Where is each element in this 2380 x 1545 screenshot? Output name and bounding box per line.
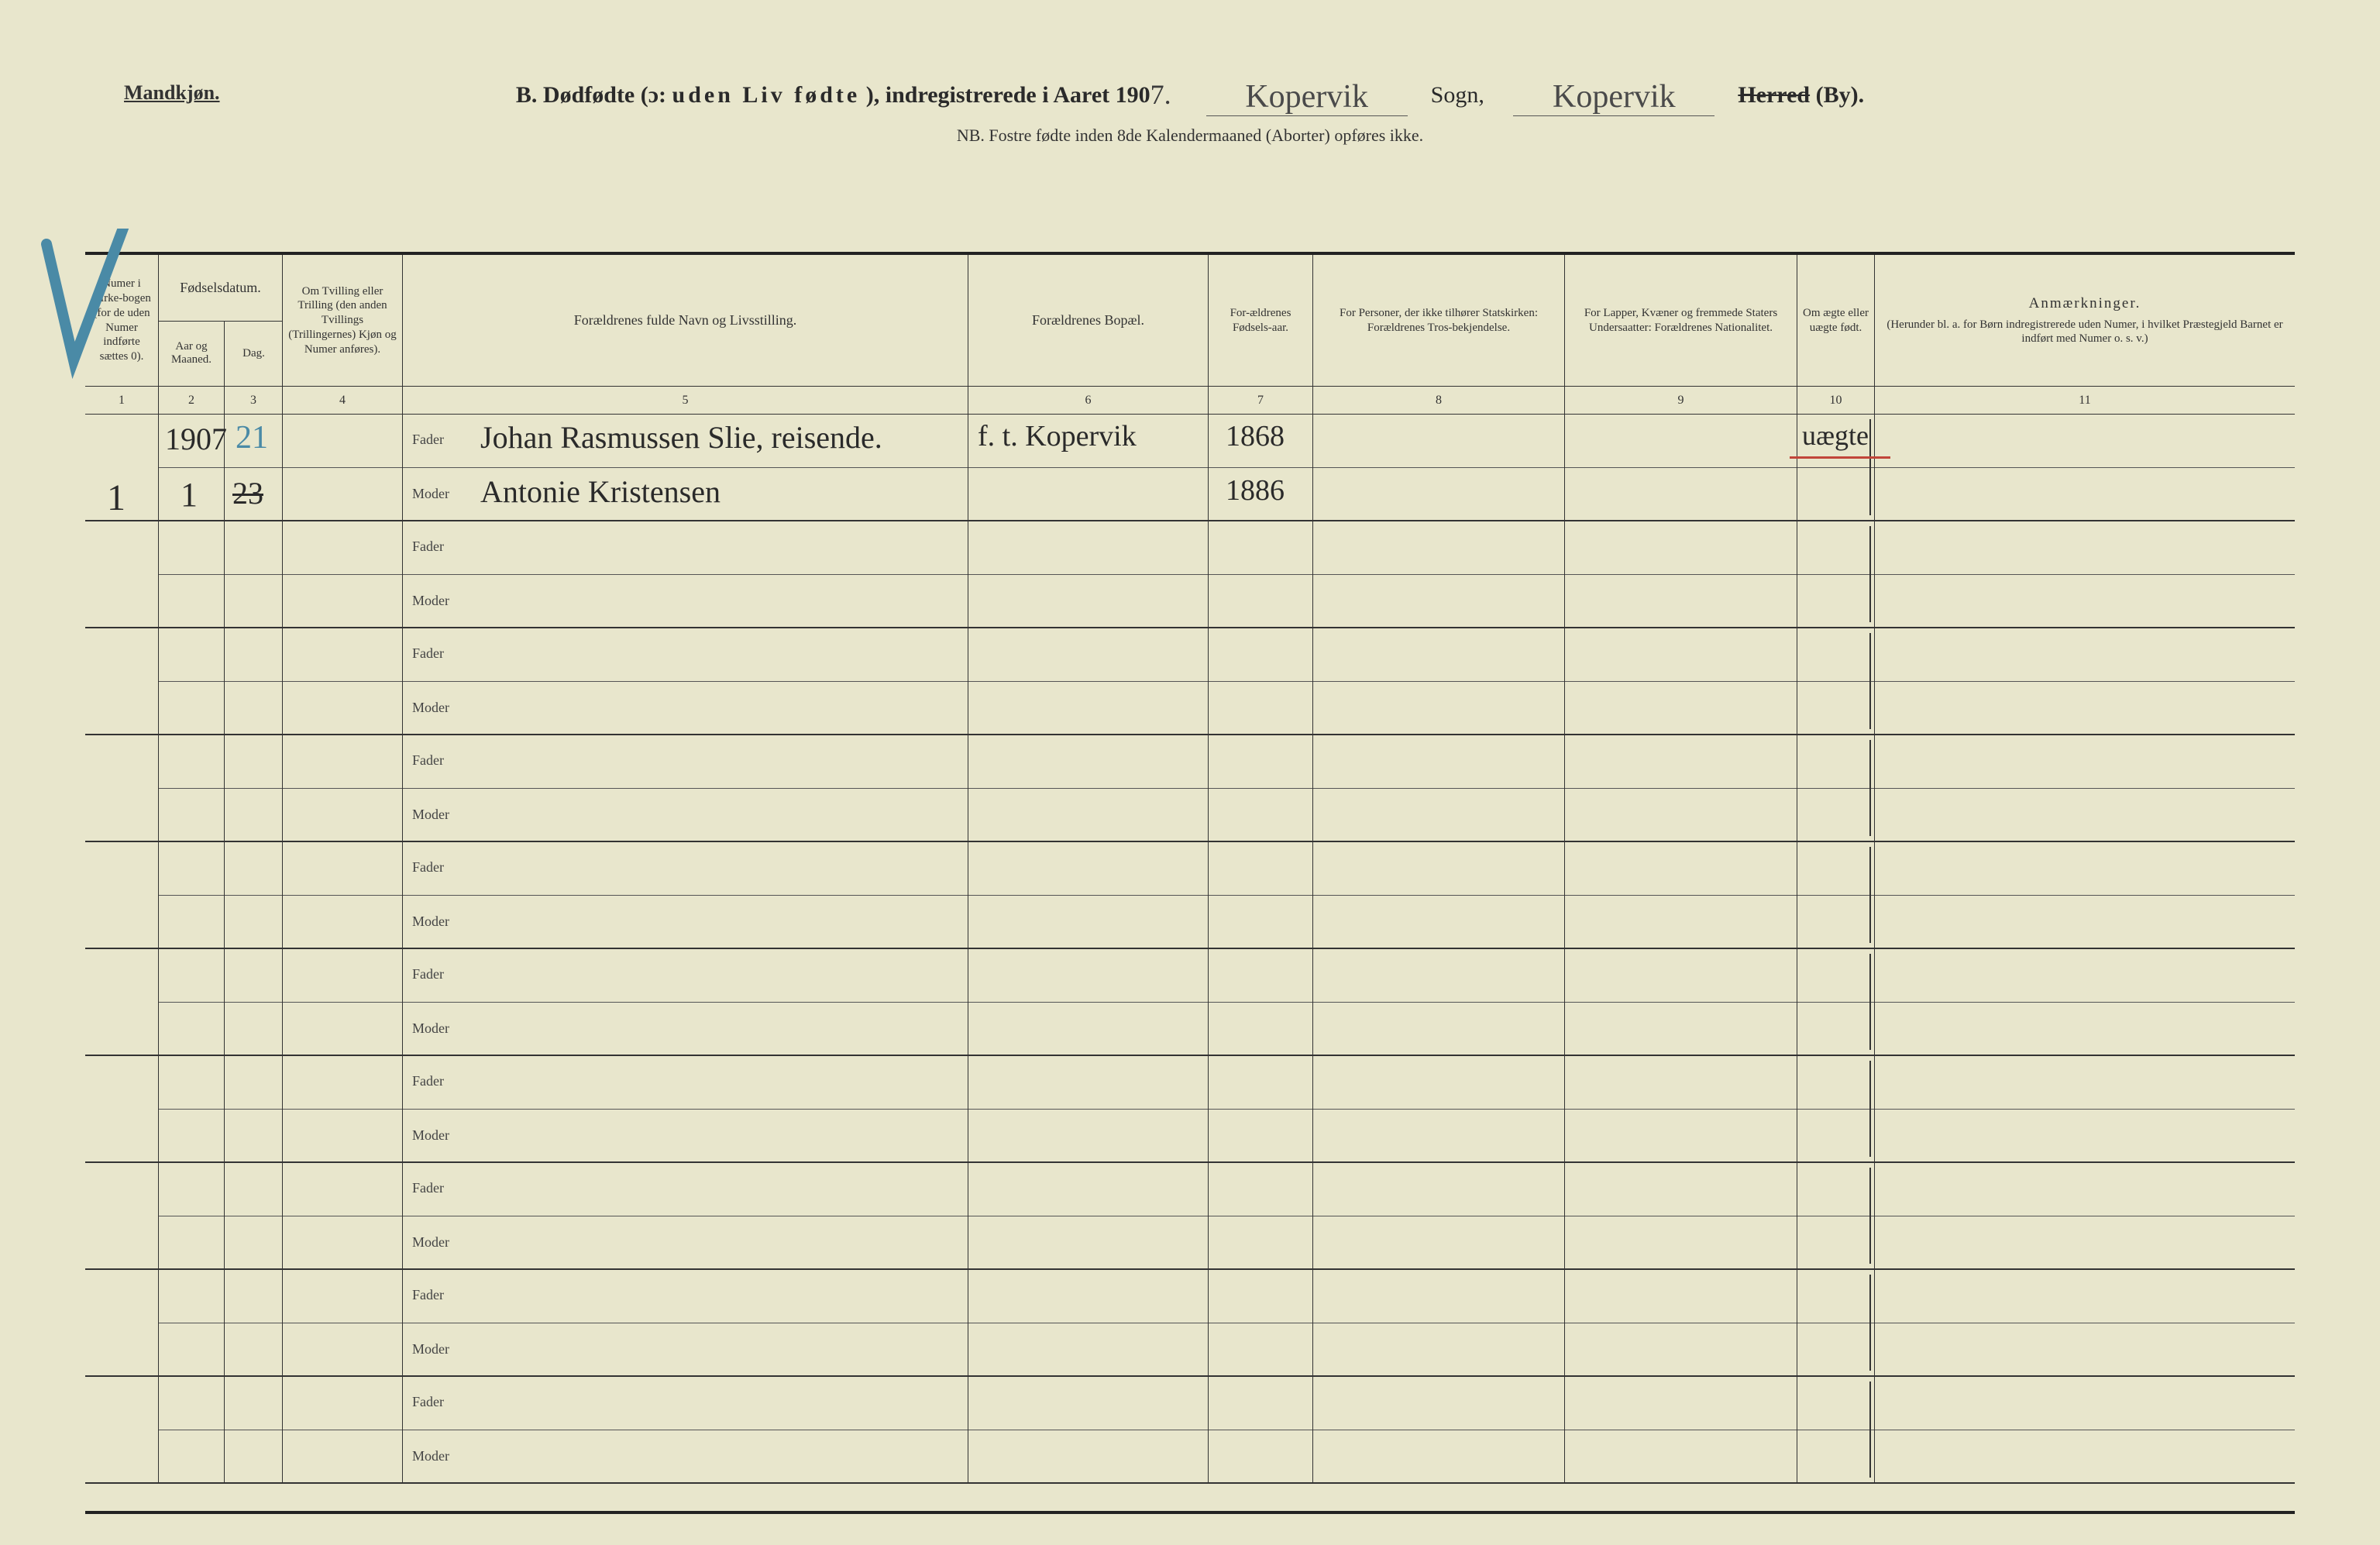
fader-label: Fader [412,1073,444,1089]
fader-label: Fader [412,645,444,662]
moder-label: Moder [412,807,449,823]
moder-label: Moder [412,593,449,609]
kirkebok-num: 1 [107,477,126,519]
cell-nationalitet [1565,415,1797,520]
record-row-empty: Fader Moder [85,949,2295,1056]
fader-label: Fader [412,432,444,448]
record-row-empty: Fader Moder [85,735,2295,842]
hdr-col-2a: Aar og Maaned. [159,322,225,387]
sogn-handwritten: Kopervik [1206,78,1408,116]
colnum-10: 10 [1797,387,1875,414]
cell-dag: 21 23 [225,415,283,520]
moder-aar: 1886 [1226,473,1285,508]
cell-aar: 1907 1 [159,415,225,520]
colnum-8: 8 [1313,387,1565,414]
sogn-label: Sogn, [1431,82,1484,108]
aegte-value: uægte [1802,419,1869,452]
hdr-col-9: For Lapper, Kvæner og fremmede Staters U… [1565,255,1797,386]
moder-label: Moder [412,1234,449,1251]
fader-label: Fader [412,966,444,982]
cell-navn: Fader Moder Johan Rasmussen Slie, reisen… [403,415,968,520]
year-digit: 7. [1150,78,1171,111]
fader-label: Fader [412,752,444,769]
hdr-col-6: Forældrenes Bopæl. [968,255,1209,386]
hdr-col-2-top: Fødselsdatum. [159,255,282,321]
fader-label: Fader [412,1287,444,1303]
maaned-value: 1 [181,475,198,514]
moder-label: Moder [412,1020,449,1037]
header-row: Numer i Kirke-bogen (for de uden Numer i… [85,255,2295,387]
hdr-col-2: Fødselsdatum. Aar og Maaned. Dag. [159,255,283,386]
fader-label: Fader [412,1394,444,1410]
cell-anm [1875,415,2295,520]
record-row-empty: Fader Moder [85,842,2295,949]
hdr-col-7: For-ældrenes Fødsels-aar. [1209,255,1313,386]
aar-value: 1907 [165,421,227,457]
cell-tvilling [283,415,403,520]
colnum-3: 3 [225,387,283,414]
colnum-2: 2 [159,387,225,414]
ledger-page: Mandkjøn. B. Dødfødte (ɔ: uden Liv fødte… [39,74,2341,1545]
fader-label: Fader [412,539,444,555]
record-row-empty: Fader Moder [85,1056,2295,1163]
hdr-col-10: Om ægte eller uægte født. [1797,255,1875,386]
fader-label: Fader [412,859,444,876]
record-row-empty: Fader Moder [85,628,2295,735]
cell-num: 1 [85,415,159,520]
dag-blue: 21 [236,419,268,456]
colnum-7: 7 [1209,387,1313,414]
hdr-col-5: Forældrenes fulde Navn og Livsstilling. [403,255,968,386]
colnum-6: 6 [968,387,1209,414]
title-mid: ), indregistrerede i Aaret 190 [866,82,1150,108]
record-row-empty: Fader Moder [85,1270,2295,1377]
colnum-11: 11 [1875,387,2295,414]
herred-handwritten: Kopervik [1513,78,1714,116]
hdr-col-11-title: Anmærkninger. [2029,294,2141,313]
moder-label: Moder [412,700,449,716]
record-row-1: 1 1907 1 21 23 Fader Moder Johan Rasmuss… [85,415,2295,521]
dag-strike: 23 [232,475,263,511]
title-spaced: uden Liv fødte [672,82,861,108]
cell-tros [1313,415,1565,520]
colnum-9: 9 [1565,387,1797,414]
moder-label: Moder [412,1127,449,1144]
fader-label: Fader [412,1180,444,1196]
hdr-col-8: For Personer, der ikke tilhører Statskir… [1313,255,1565,386]
cell-fodselsaar: 1868 1886 [1209,415,1313,520]
subtitle: NB. Fostre fødte inden 8de Kalendermaane… [39,126,2341,146]
moder-label: Moder [412,486,449,502]
cell-bopael: f. t. Kopervik [968,415,1209,520]
moder-label: Moder [412,1341,449,1357]
fader-navn: Johan Rasmussen Slie, reisende. [480,419,882,456]
record-row-empty: Fader Moder [85,1163,2295,1270]
herred-tail: (By). [1810,82,1864,108]
hdr-col-11: Anmærkninger. (Herunder bl. a. for Børn … [1875,255,2295,386]
hdr-col-3: Om Tvilling eller Trilling (den anden Tv… [283,255,403,386]
colnum-1: 1 [85,387,159,414]
record-row-empty: Fader Moder [85,521,2295,628]
moder-label: Moder [412,914,449,930]
herred-strike: Herred [1738,82,1810,108]
colnum-4: 4 [283,387,403,414]
title-line: B. Dødfødte (ɔ: uden Liv fødte ), indreg… [39,74,2341,112]
cell-aegte: uægte [1797,415,1875,520]
moder-navn: Antonie Kristensen [480,473,721,510]
moder-label: Moder [412,1448,449,1464]
hdr-col-1: Numer i Kirke-bogen (for de uden Numer i… [85,255,159,386]
record-row-empty: Fader Moder [85,1377,2295,1484]
column-number-row: 1 2 3 4 5 6 7 8 9 10 11 [85,387,2295,415]
title-prefix: B. Dødfødte (ɔ: [516,82,672,108]
empty-rows-container: Fader Moder Fader Moder Fader Moder Fader Moder… [85,521,2295,1484]
hdr-col-11-sub: (Herunder bl. a. for Børn indregistrered… [1880,318,2290,347]
colnum-5: 5 [403,387,968,414]
bopael-value: f. t. Kopervik [978,419,1137,453]
hdr-col-2b: Dag. [225,322,283,387]
ledger-table: Numer i Kirke-bogen (for de uden Numer i… [85,252,2295,1514]
fader-aar: 1868 [1226,419,1285,453]
